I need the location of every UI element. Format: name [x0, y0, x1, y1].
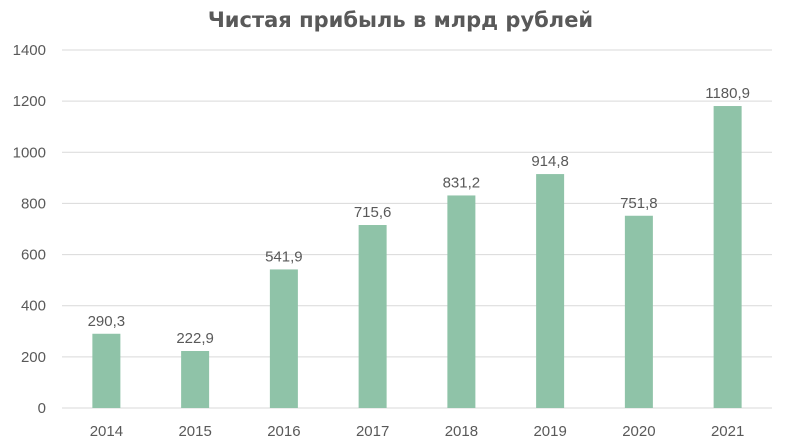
bar — [713, 106, 742, 408]
y-tick-label: 600 — [21, 247, 46, 264]
data-label: 541,9 — [265, 248, 303, 265]
bar — [358, 225, 387, 408]
y-tick-label: 400 — [21, 298, 46, 315]
y-tick-label: 1000 — [13, 144, 46, 161]
data-label: 1180,9 — [705, 85, 750, 102]
y-tick-label: 1200 — [13, 93, 46, 110]
x-tick-label: 2018 — [445, 423, 478, 440]
bar — [181, 351, 210, 408]
y-tick-label: 200 — [21, 349, 46, 366]
chart-title: Чистая прибыль в млрд рублей — [207, 8, 594, 32]
bar — [447, 195, 476, 408]
x-tick-label: 2020 — [622, 423, 655, 440]
x-tick-label: 2016 — [267, 423, 300, 440]
data-label: 222,9 — [176, 330, 214, 347]
bar — [624, 215, 653, 408]
x-tick-label: 2017 — [356, 423, 389, 440]
y-tick-label: 1400 — [13, 42, 46, 59]
x-tick-label: 2015 — [178, 423, 211, 440]
y-tick-label: 800 — [21, 195, 46, 212]
x-tick-label: 2021 — [711, 423, 744, 440]
bar — [536, 174, 565, 408]
y-tick-label: 0 — [38, 400, 46, 417]
bar — [92, 333, 121, 408]
data-label: 715,6 — [354, 204, 392, 221]
bar — [269, 269, 298, 408]
x-tick-label: 2019 — [533, 423, 566, 440]
x-tick-label: 2014 — [90, 423, 123, 440]
data-label: 751,8 — [620, 195, 658, 212]
data-label: 290,3 — [88, 313, 126, 330]
data-label: 831,2 — [443, 174, 481, 191]
data-label: 914,8 — [531, 153, 569, 170]
